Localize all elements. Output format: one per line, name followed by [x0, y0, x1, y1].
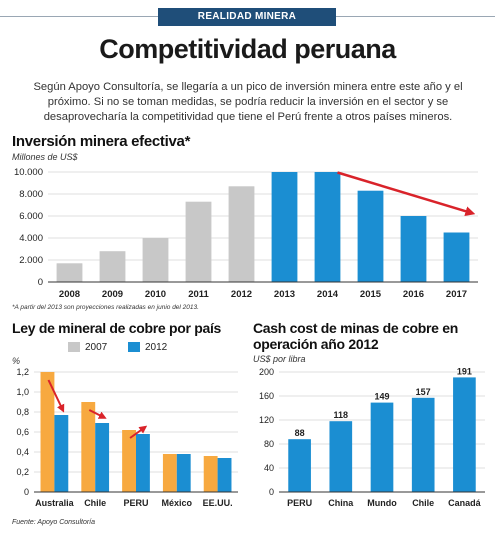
x-tick-label: 2014 [317, 289, 339, 300]
chart1-title: Inversión minera efectiva* [12, 133, 191, 150]
x-tick-label: China [328, 498, 354, 508]
chart3-unit: US$ por libra [253, 354, 306, 364]
y-tick-label: 6.000 [19, 211, 43, 222]
y-tick-label: 200 [259, 367, 274, 377]
x-tick-label: Chile [84, 498, 106, 508]
chart1-unit: Millones de US$ [12, 152, 78, 162]
y-tick-label: 80 [264, 439, 274, 449]
bar-2012 [217, 458, 232, 492]
bar [288, 439, 311, 492]
decline-arrow [88, 409, 107, 419]
x-tick-label: 2012 [231, 289, 252, 300]
x-tick-label: 2008 [59, 289, 80, 300]
x-tick-label: Mundo [367, 498, 397, 508]
y-tick-label: 40 [264, 463, 274, 473]
bar-2012 [176, 454, 191, 492]
y-tick-label: 1,0 [16, 387, 29, 397]
bar-2007 [122, 430, 136, 492]
y-tick-label: 0 [38, 277, 43, 288]
y-tick-label: 8.000 [19, 189, 43, 200]
x-tick-label: 2017 [446, 289, 467, 300]
x-tick-label: EE.UU. [203, 498, 233, 508]
y-tick-label: 120 [259, 415, 274, 425]
x-tick-label: 2013 [274, 289, 295, 300]
copper-grade-chart: 0 0,2 0,4 0,6 0,8 1,0 1,2 Australia Chile PERU Méx… [16, 367, 238, 508]
bar [185, 201, 212, 282]
legend-2007: 2007 [68, 342, 107, 353]
data-label: 88 [295, 428, 305, 438]
bar [314, 172, 341, 282]
y-tick-label: 10.000 [14, 167, 43, 178]
intro-text: Según Apoyo Consultoría, se llegaría a u… [33, 81, 463, 123]
x-tick-label: México [162, 498, 193, 508]
legend-2012-label: 2012 [145, 342, 168, 353]
y-tick-label: 0,8 [16, 407, 29, 417]
bar [228, 186, 255, 282]
decline-arrow [47, 379, 65, 413]
x-tick-label: 2009 [102, 289, 123, 300]
source-note: Fuente: Apoyo Consultoría [12, 519, 96, 526]
x-tick-label: Chile [412, 498, 434, 508]
data-label: 157 [416, 387, 431, 397]
legend-2007-label: 2007 [85, 342, 108, 353]
x-tick-label: Australia [35, 498, 75, 508]
data-label: 191 [457, 366, 472, 376]
bar [271, 172, 298, 282]
x-tick-label: 2010 [145, 289, 166, 300]
y-tick-label: 1,2 [16, 367, 29, 377]
page-title: Competitividad peruana [99, 34, 396, 64]
bar [99, 251, 126, 282]
bar-2007 [81, 402, 96, 492]
x-tick-label: 2011 [188, 289, 209, 300]
decline-arrow [129, 425, 148, 439]
y-tick-label: 2.000 [19, 255, 43, 266]
section-banner: REALIDAD MINERA [158, 8, 336, 26]
chart2-title: Ley de mineral de cobre por país [12, 320, 222, 336]
x-tick-label: Canadá [448, 498, 482, 508]
bar-2012 [95, 423, 110, 492]
data-label: 149 [374, 392, 389, 402]
bar [329, 421, 353, 492]
bar [411, 397, 435, 492]
y-tick-label: 0,2 [16, 467, 29, 477]
chart3-title: Cash cost de minas de cobre en operación… [253, 320, 458, 352]
bar-2012 [136, 434, 150, 492]
chart1-note: *A partir del 2013 son proyecciones real… [12, 304, 199, 311]
y-tick-label: 0 [24, 487, 29, 497]
bar [142, 238, 169, 282]
bar [357, 190, 384, 282]
trend-arrow [337, 171, 476, 217]
x-tick-label: PERU [287, 498, 312, 508]
bar-2007 [203, 456, 218, 492]
bar-2007 [162, 454, 177, 492]
chart2-unit: % [12, 356, 21, 366]
bar-2012 [54, 415, 69, 492]
y-tick-label: 4.000 [19, 233, 43, 244]
data-label: 118 [334, 410, 349, 420]
investment-chart: 0 2.000 4.000 6.000 8.000 10.000 2008 2009 2010 2… [14, 167, 478, 300]
bar [453, 377, 476, 492]
x-tick-label: PERU [123, 498, 148, 508]
y-tick-label: 0,6 [16, 427, 29, 437]
bar [370, 402, 394, 492]
x-tick-label: 2015 [360, 289, 382, 300]
legend-2012: 2012 [128, 342, 167, 353]
y-tick-label: 0 [269, 487, 274, 497]
bar-2007 [40, 372, 55, 492]
y-tick-label: 160 [259, 391, 274, 401]
bar [56, 263, 83, 282]
cash-cost-chart: 0 40 80 120 160 200 88 PERU 118 China 149 Mundo 157 C… [259, 366, 485, 508]
x-tick-label: 2016 [403, 289, 424, 300]
y-tick-label: 0,4 [16, 447, 29, 457]
bar [400, 216, 427, 282]
legend-2007-swatch [68, 342, 80, 353]
legend-2012-swatch [128, 342, 140, 353]
bar [443, 232, 470, 282]
